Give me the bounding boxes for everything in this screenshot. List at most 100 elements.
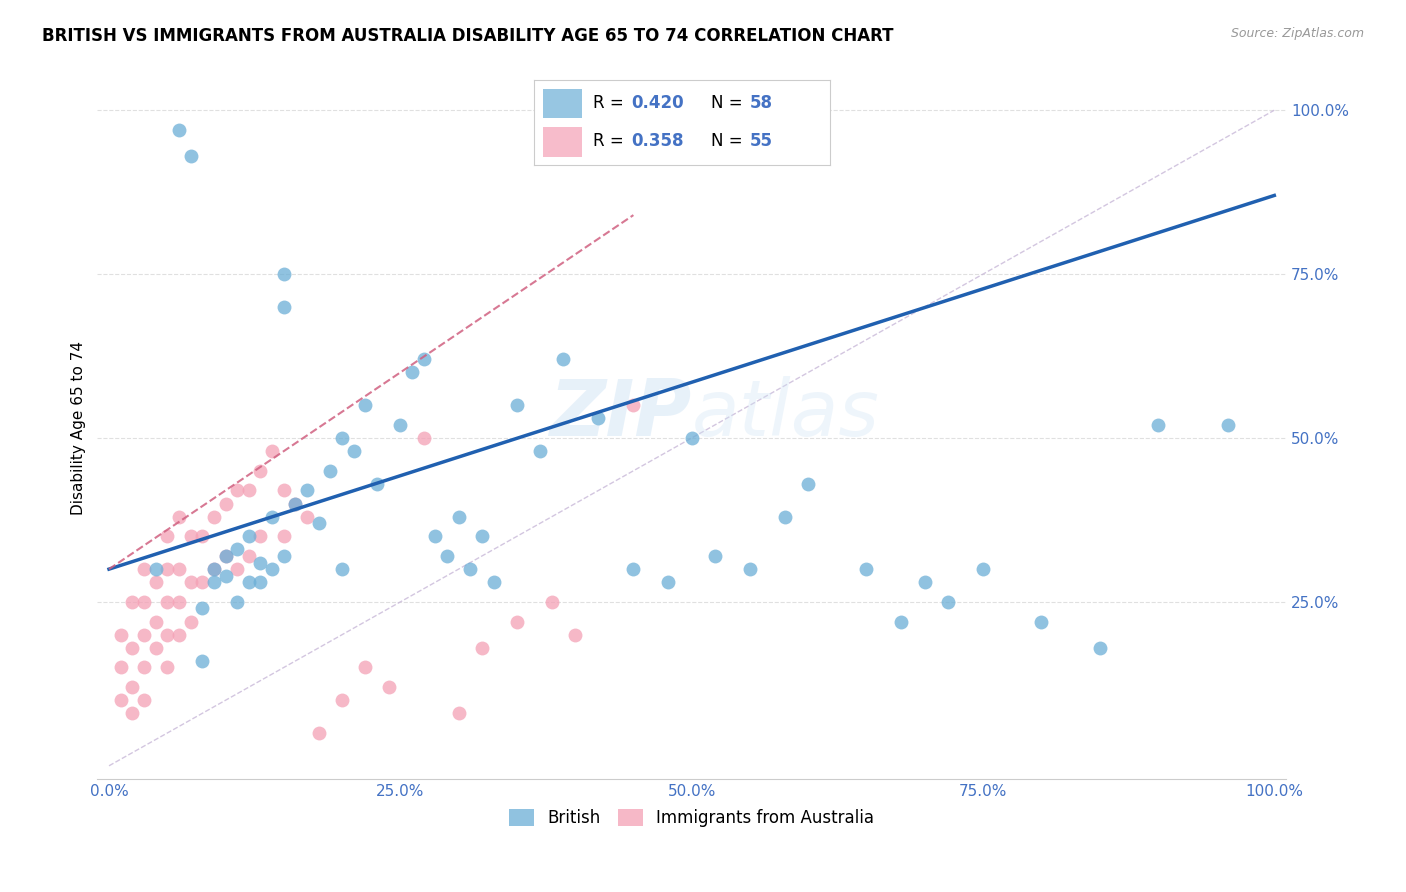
Point: [214, 568, 236, 582]
Point: [330, 693, 353, 707]
Point: [249, 529, 271, 543]
Point: [621, 398, 644, 412]
Point: [797, 476, 820, 491]
Point: [738, 562, 761, 576]
Point: [262, 509, 284, 524]
Point: [529, 444, 551, 458]
Point: [249, 556, 271, 570]
Point: [226, 483, 249, 498]
Point: [855, 562, 877, 576]
Point: [412, 352, 434, 367]
Point: [214, 549, 236, 563]
Point: [284, 497, 307, 511]
Point: [180, 529, 202, 543]
Point: [145, 640, 167, 655]
Point: [156, 595, 179, 609]
Point: [167, 123, 190, 137]
Text: 0.358: 0.358: [631, 132, 685, 150]
Point: [180, 149, 202, 163]
Point: [540, 595, 562, 609]
Point: [273, 483, 295, 498]
Point: [226, 595, 249, 609]
Point: [1088, 640, 1111, 655]
Point: [226, 562, 249, 576]
Point: [156, 562, 179, 576]
Point: [132, 562, 155, 576]
Point: [681, 431, 703, 445]
Point: [506, 398, 529, 412]
Text: 0.420: 0.420: [631, 95, 685, 112]
Point: [226, 542, 249, 557]
Point: [121, 706, 143, 721]
Text: N =: N =: [711, 95, 748, 112]
Point: [132, 595, 155, 609]
Text: R =: R =: [593, 95, 630, 112]
Point: [167, 628, 190, 642]
Bar: [543, 127, 582, 157]
Point: [366, 476, 388, 491]
Legend: British, Immigrants from Australia: British, Immigrants from Australia: [503, 802, 880, 834]
Point: [273, 529, 295, 543]
Point: [482, 575, 505, 590]
Point: [936, 595, 959, 609]
Text: 55: 55: [749, 132, 773, 150]
Point: [145, 615, 167, 629]
Point: [110, 660, 132, 674]
Point: [132, 628, 155, 642]
Point: [284, 497, 307, 511]
Point: [145, 575, 167, 590]
Point: [273, 267, 295, 281]
Bar: [543, 89, 582, 119]
Point: [238, 529, 260, 543]
Point: [308, 726, 330, 740]
Point: [330, 562, 353, 576]
Point: [377, 680, 399, 694]
Point: [273, 549, 295, 563]
Point: [167, 595, 190, 609]
Point: [890, 615, 912, 629]
Point: [1146, 417, 1168, 432]
Point: [914, 575, 936, 590]
Point: [1216, 417, 1239, 432]
Point: [238, 549, 260, 563]
Point: [180, 575, 202, 590]
Point: [330, 431, 353, 445]
Point: [110, 693, 132, 707]
Point: [564, 628, 586, 642]
Point: [202, 562, 225, 576]
Point: [447, 706, 470, 721]
Point: [191, 654, 214, 668]
Point: [657, 575, 679, 590]
Point: [214, 497, 236, 511]
Point: [354, 660, 377, 674]
Point: [262, 444, 284, 458]
Text: Source: ZipAtlas.com: Source: ZipAtlas.com: [1230, 27, 1364, 40]
Point: [156, 628, 179, 642]
Point: [273, 300, 295, 314]
Point: [167, 562, 190, 576]
Point: [110, 628, 132, 642]
Y-axis label: Disability Age 65 to 74: Disability Age 65 to 74: [72, 341, 86, 516]
Point: [249, 464, 271, 478]
Point: [145, 562, 167, 576]
Text: atlas: atlas: [692, 376, 880, 452]
Point: [202, 575, 225, 590]
Point: [202, 509, 225, 524]
Point: [343, 444, 366, 458]
Point: [401, 366, 423, 380]
Text: BRITISH VS IMMIGRANTS FROM AUSTRALIA DISABILITY AGE 65 TO 74 CORRELATION CHART: BRITISH VS IMMIGRANTS FROM AUSTRALIA DIS…: [42, 27, 894, 45]
Point: [972, 562, 994, 576]
Point: [191, 529, 214, 543]
Point: [180, 615, 202, 629]
Point: [156, 529, 179, 543]
Point: [202, 562, 225, 576]
Text: R =: R =: [593, 132, 630, 150]
Point: [308, 516, 330, 531]
Point: [191, 601, 214, 615]
Point: [262, 562, 284, 576]
Point: [121, 680, 143, 694]
Point: [436, 549, 458, 563]
Point: [389, 417, 412, 432]
Point: [447, 509, 470, 524]
Point: [132, 660, 155, 674]
